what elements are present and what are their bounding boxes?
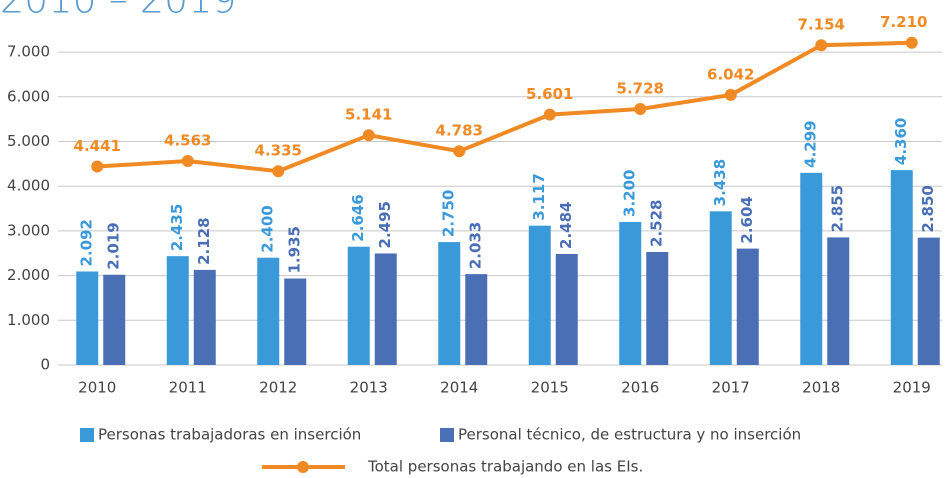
- y-tick-label: 6.000: [7, 87, 50, 105]
- bar: [890, 170, 913, 365]
- legend-label: Total personas trabajando en las EIs.: [367, 458, 643, 476]
- bar: [736, 248, 759, 365]
- bar: [646, 251, 669, 365]
- line-point: [453, 145, 466, 158]
- legend-swatch: [440, 428, 454, 442]
- line-point: [543, 108, 556, 121]
- bar-value-label: 1.935: [286, 226, 304, 273]
- x-tick-label: 2016: [621, 379, 659, 397]
- legend-label: Personal técnico, de estructura y no ins…: [458, 426, 801, 444]
- bar-value-label: 2.435: [168, 204, 186, 251]
- bar-value-label: 2.850: [919, 185, 937, 232]
- line-point: [634, 102, 647, 115]
- line-point: [905, 36, 918, 49]
- x-tick-label: 2011: [169, 379, 207, 397]
- line-value-label: 4.335: [255, 142, 302, 160]
- bar: [709, 211, 732, 365]
- x-tick-label: 2014: [440, 379, 478, 397]
- legend-label: Personas trabajadoras en inserción: [98, 426, 361, 444]
- bar: [284, 278, 307, 365]
- bar-value-label: 2.400: [259, 205, 277, 252]
- bar-value-label: 2.092: [78, 219, 96, 266]
- bar: [800, 172, 823, 365]
- bar: [374, 253, 397, 365]
- bar-value-label: 2.128: [195, 217, 213, 264]
- bar: [76, 271, 99, 365]
- bar-value-label: 2.750: [440, 190, 458, 237]
- bar: [103, 274, 126, 365]
- bar-value-label: 2.646: [349, 194, 367, 241]
- line-value-label: 5.601: [526, 85, 573, 103]
- y-tick-label: 4.000: [7, 177, 50, 195]
- bar-value-label: 2.528: [648, 200, 666, 247]
- x-tick-label: 2019: [893, 379, 931, 397]
- x-tick-label: 2010: [78, 379, 116, 397]
- line-value-label: 4.441: [74, 137, 121, 155]
- bar: [465, 274, 488, 365]
- bar-value-label: 2.604: [738, 196, 756, 243]
- line: [97, 40, 912, 174]
- bar-value-label: 2.033: [467, 222, 485, 269]
- line-value-label: 6.042: [707, 65, 754, 83]
- y-tick-label: 2.000: [7, 266, 50, 284]
- line-value-label: 4.783: [436, 122, 483, 140]
- bar: [166, 256, 189, 365]
- bar: [347, 246, 370, 365]
- x-tick-label: 2012: [259, 379, 297, 397]
- x-tick-label: 2017: [712, 379, 750, 397]
- bar-value-label: 3.438: [711, 159, 729, 206]
- x-tick-label: 2013: [350, 379, 388, 397]
- legend-swatch: [80, 428, 94, 442]
- bar-value-label: 3.117: [530, 173, 548, 220]
- bar: [193, 269, 216, 365]
- bar-value-label: 2.019: [105, 222, 123, 269]
- bar-value-label: 3.200: [621, 170, 639, 217]
- bar: [438, 242, 461, 365]
- y-tick-label: 5.000: [7, 132, 50, 150]
- line-point: [91, 160, 104, 173]
- line-point: [724, 88, 737, 101]
- line-point: [272, 165, 285, 178]
- bar: [555, 253, 578, 365]
- line-value-label: 5.728: [617, 79, 664, 97]
- chart-title: 2010 – 2019: [0, 0, 237, 22]
- line-point: [815, 39, 828, 52]
- y-tick-label: 0: [40, 356, 50, 374]
- bar-value-label: 2.484: [557, 202, 575, 249]
- x-tick-label: 2015: [531, 379, 569, 397]
- bar: [528, 225, 551, 365]
- bar-value-label: 4.360: [892, 118, 910, 165]
- bar: [917, 237, 940, 365]
- y-tick-label: 7.000: [7, 43, 50, 61]
- bar: [619, 221, 642, 365]
- legend-point: [297, 461, 309, 473]
- line-value-label: 7.210: [880, 13, 927, 31]
- y-tick-label: 1.000: [7, 311, 50, 329]
- line-point: [362, 129, 375, 142]
- bar: [827, 237, 850, 365]
- line-value-label: 4.563: [164, 132, 211, 150]
- bar-value-label: 2.855: [829, 185, 847, 232]
- line-value-label: 7.154: [798, 16, 845, 34]
- bar-value-label: 4.299: [802, 120, 820, 167]
- bar-value-label: 2.495: [376, 201, 394, 248]
- line-point: [181, 155, 194, 168]
- bar: [257, 257, 280, 365]
- x-tick-label: 2018: [802, 379, 840, 397]
- y-tick-label: 3.000: [7, 221, 50, 239]
- line-value-label: 5.141: [345, 106, 392, 124]
